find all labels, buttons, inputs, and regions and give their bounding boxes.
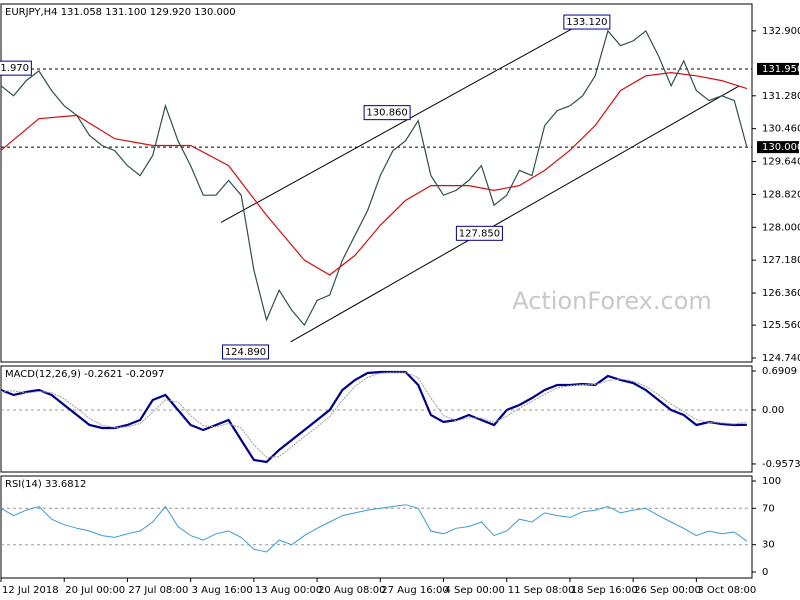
series-line [0,29,748,327]
price-note-box [222,344,270,360]
x-tick-label: 3 Aug 16:00 [192,585,253,596]
price-note-box [0,60,32,76]
y-tick-label: 100 [762,476,781,487]
price-note: 131.970 [0,63,29,74]
price-note-box [455,225,503,241]
price-level-label: 130.000 [762,142,800,153]
trend-line [220,18,591,223]
price-note-box [563,14,611,30]
y-tick-label: 0.6909 [762,366,797,377]
x-tick-label: 27 Aug 16:00 [381,585,448,596]
series-line [0,504,748,553]
y-tick-label: 129.640 [762,157,800,168]
y-tick-label: 128.000 [762,222,800,233]
x-tick-label: 11 Sep 08:00 [508,585,575,596]
y-tick-label: 30 [762,540,775,551]
panel-title: EURJPY,H4 131.058 131.100 129.920 130.00… [5,7,236,18]
y-tick-label: 125.560 [762,320,800,331]
x-tick-label: 4 Sep 00:00 [445,585,505,596]
y-tick-label: 130.460 [762,124,800,135]
x-tick-label: 13 Aug 00:00 [255,585,322,596]
price-level-box [757,62,799,75]
panel-title: RSI(14) 33.6812 [5,479,86,490]
y-tick-label: 128.820 [762,189,800,200]
y-tick-label: 126.360 [762,288,800,299]
x-tick-label: 20 Aug 08:00 [318,585,385,596]
price-note: 124.890 [225,347,266,358]
price-note: 130.860 [366,108,407,119]
y-tick-label: 131.280 [762,91,800,102]
panel-frame [0,3,753,363]
series-line [0,370,747,464]
panel-title: MACD(12,26,9) -0.2621 -0.2097 [5,369,165,380]
y-tick-label: 127.180 [762,255,800,266]
series-line [0,71,748,276]
price-note: 133.120 [566,17,607,28]
watermark: ActionForex.com [512,287,712,315]
y-tick-label: 70 [762,503,775,514]
x-tick-label: 3 Oct 08:00 [697,585,756,596]
trend-line [290,85,740,343]
x-tick-label: 26 Sep 00:00 [634,585,701,596]
y-tick-label: -0.9573 [762,459,800,470]
y-tick-label: 132.900 [762,26,800,37]
x-tick-label: 27 Jul 08:00 [128,585,188,596]
x-tick-label: 12 Jul 2018 [2,585,59,596]
panel-frame [0,365,753,473]
price-level-box [757,141,799,154]
price-level-label: 131.950 [762,64,800,75]
x-tick-label: 20 Jul 00:00 [65,585,125,596]
price-note-box [363,105,411,121]
x-tick-label: 18 Sep 16:00 [571,585,638,596]
price-note: 127.850 [459,228,500,239]
y-tick-label: 0.00 [762,405,784,416]
y-tick-label: 124.740 [762,353,800,364]
y-tick-label: 0 [762,567,768,578]
panel-frame [0,475,753,579]
